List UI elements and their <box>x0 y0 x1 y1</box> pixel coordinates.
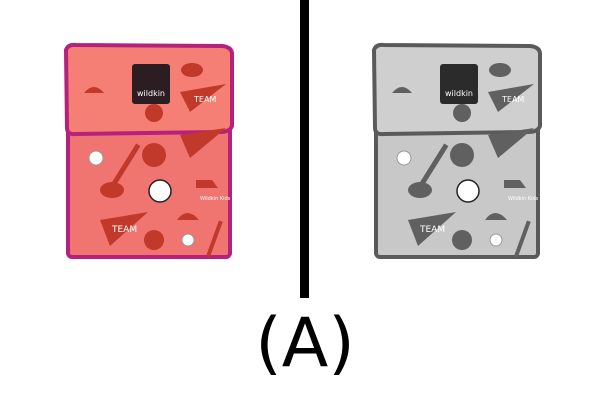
pennant-label: TEAM <box>419 225 445 235</box>
baseball-cap-icon <box>485 213 507 220</box>
basketball-icon <box>142 143 166 167</box>
football-icon <box>489 63 511 77</box>
baseball-glove-icon <box>452 230 472 250</box>
brand-small-text: Wildkin Kids <box>200 196 231 202</box>
baseball-bat-icon <box>513 220 531 258</box>
baseball-cap-icon <box>392 87 412 93</box>
baseball-bat-icon <box>205 220 223 258</box>
baseball-icon <box>88 150 104 166</box>
pennant-label: TEAM <box>193 95 216 104</box>
basketball-icon <box>450 143 474 167</box>
pennant-label: TEAM <box>111 225 137 235</box>
sneaker-icon <box>196 180 218 188</box>
lunch-bag-grayscale-image: TEAM TEAM Wildkin Kids wildkin <box>371 42 542 259</box>
brand-logo-text: wildkin <box>445 89 473 98</box>
vertical-divider <box>300 0 309 298</box>
baseball-cap-icon <box>84 87 104 93</box>
pennant-icon <box>180 84 226 112</box>
brand-logo-patch <box>440 64 478 104</box>
basketball-icon <box>145 104 163 122</box>
soccer-ball-icon <box>456 179 480 203</box>
basketball-icon <box>453 104 471 122</box>
baseball-bat-icon <box>413 143 449 196</box>
pennant-icon <box>488 84 534 112</box>
pennant-icon <box>180 128 226 158</box>
sneaker-icon <box>504 180 526 188</box>
brand-small-text: Wildkin Kids <box>508 196 539 202</box>
pennant-icon <box>408 212 456 246</box>
football-icon <box>181 63 203 77</box>
baseball-icon <box>489 233 503 247</box>
baseball-icon <box>396 150 412 166</box>
baseball-cap-icon <box>177 213 199 220</box>
pennant-icon <box>100 212 148 246</box>
pennant-icon <box>488 128 534 158</box>
figure-caption: (A) <box>255 304 355 383</box>
brand-logo-patch <box>132 64 170 104</box>
baseball-bat-icon <box>105 143 141 196</box>
baseball-icon <box>181 233 195 247</box>
lunch-bag-color-image: TEAM TEAM Wildkin Kids wildkin <box>63 42 234 259</box>
baseball-glove-icon <box>144 230 164 250</box>
pennant-label: TEAM <box>501 95 524 104</box>
brand-logo-text: wildkin <box>137 89 165 98</box>
soccer-ball-icon <box>148 179 172 203</box>
